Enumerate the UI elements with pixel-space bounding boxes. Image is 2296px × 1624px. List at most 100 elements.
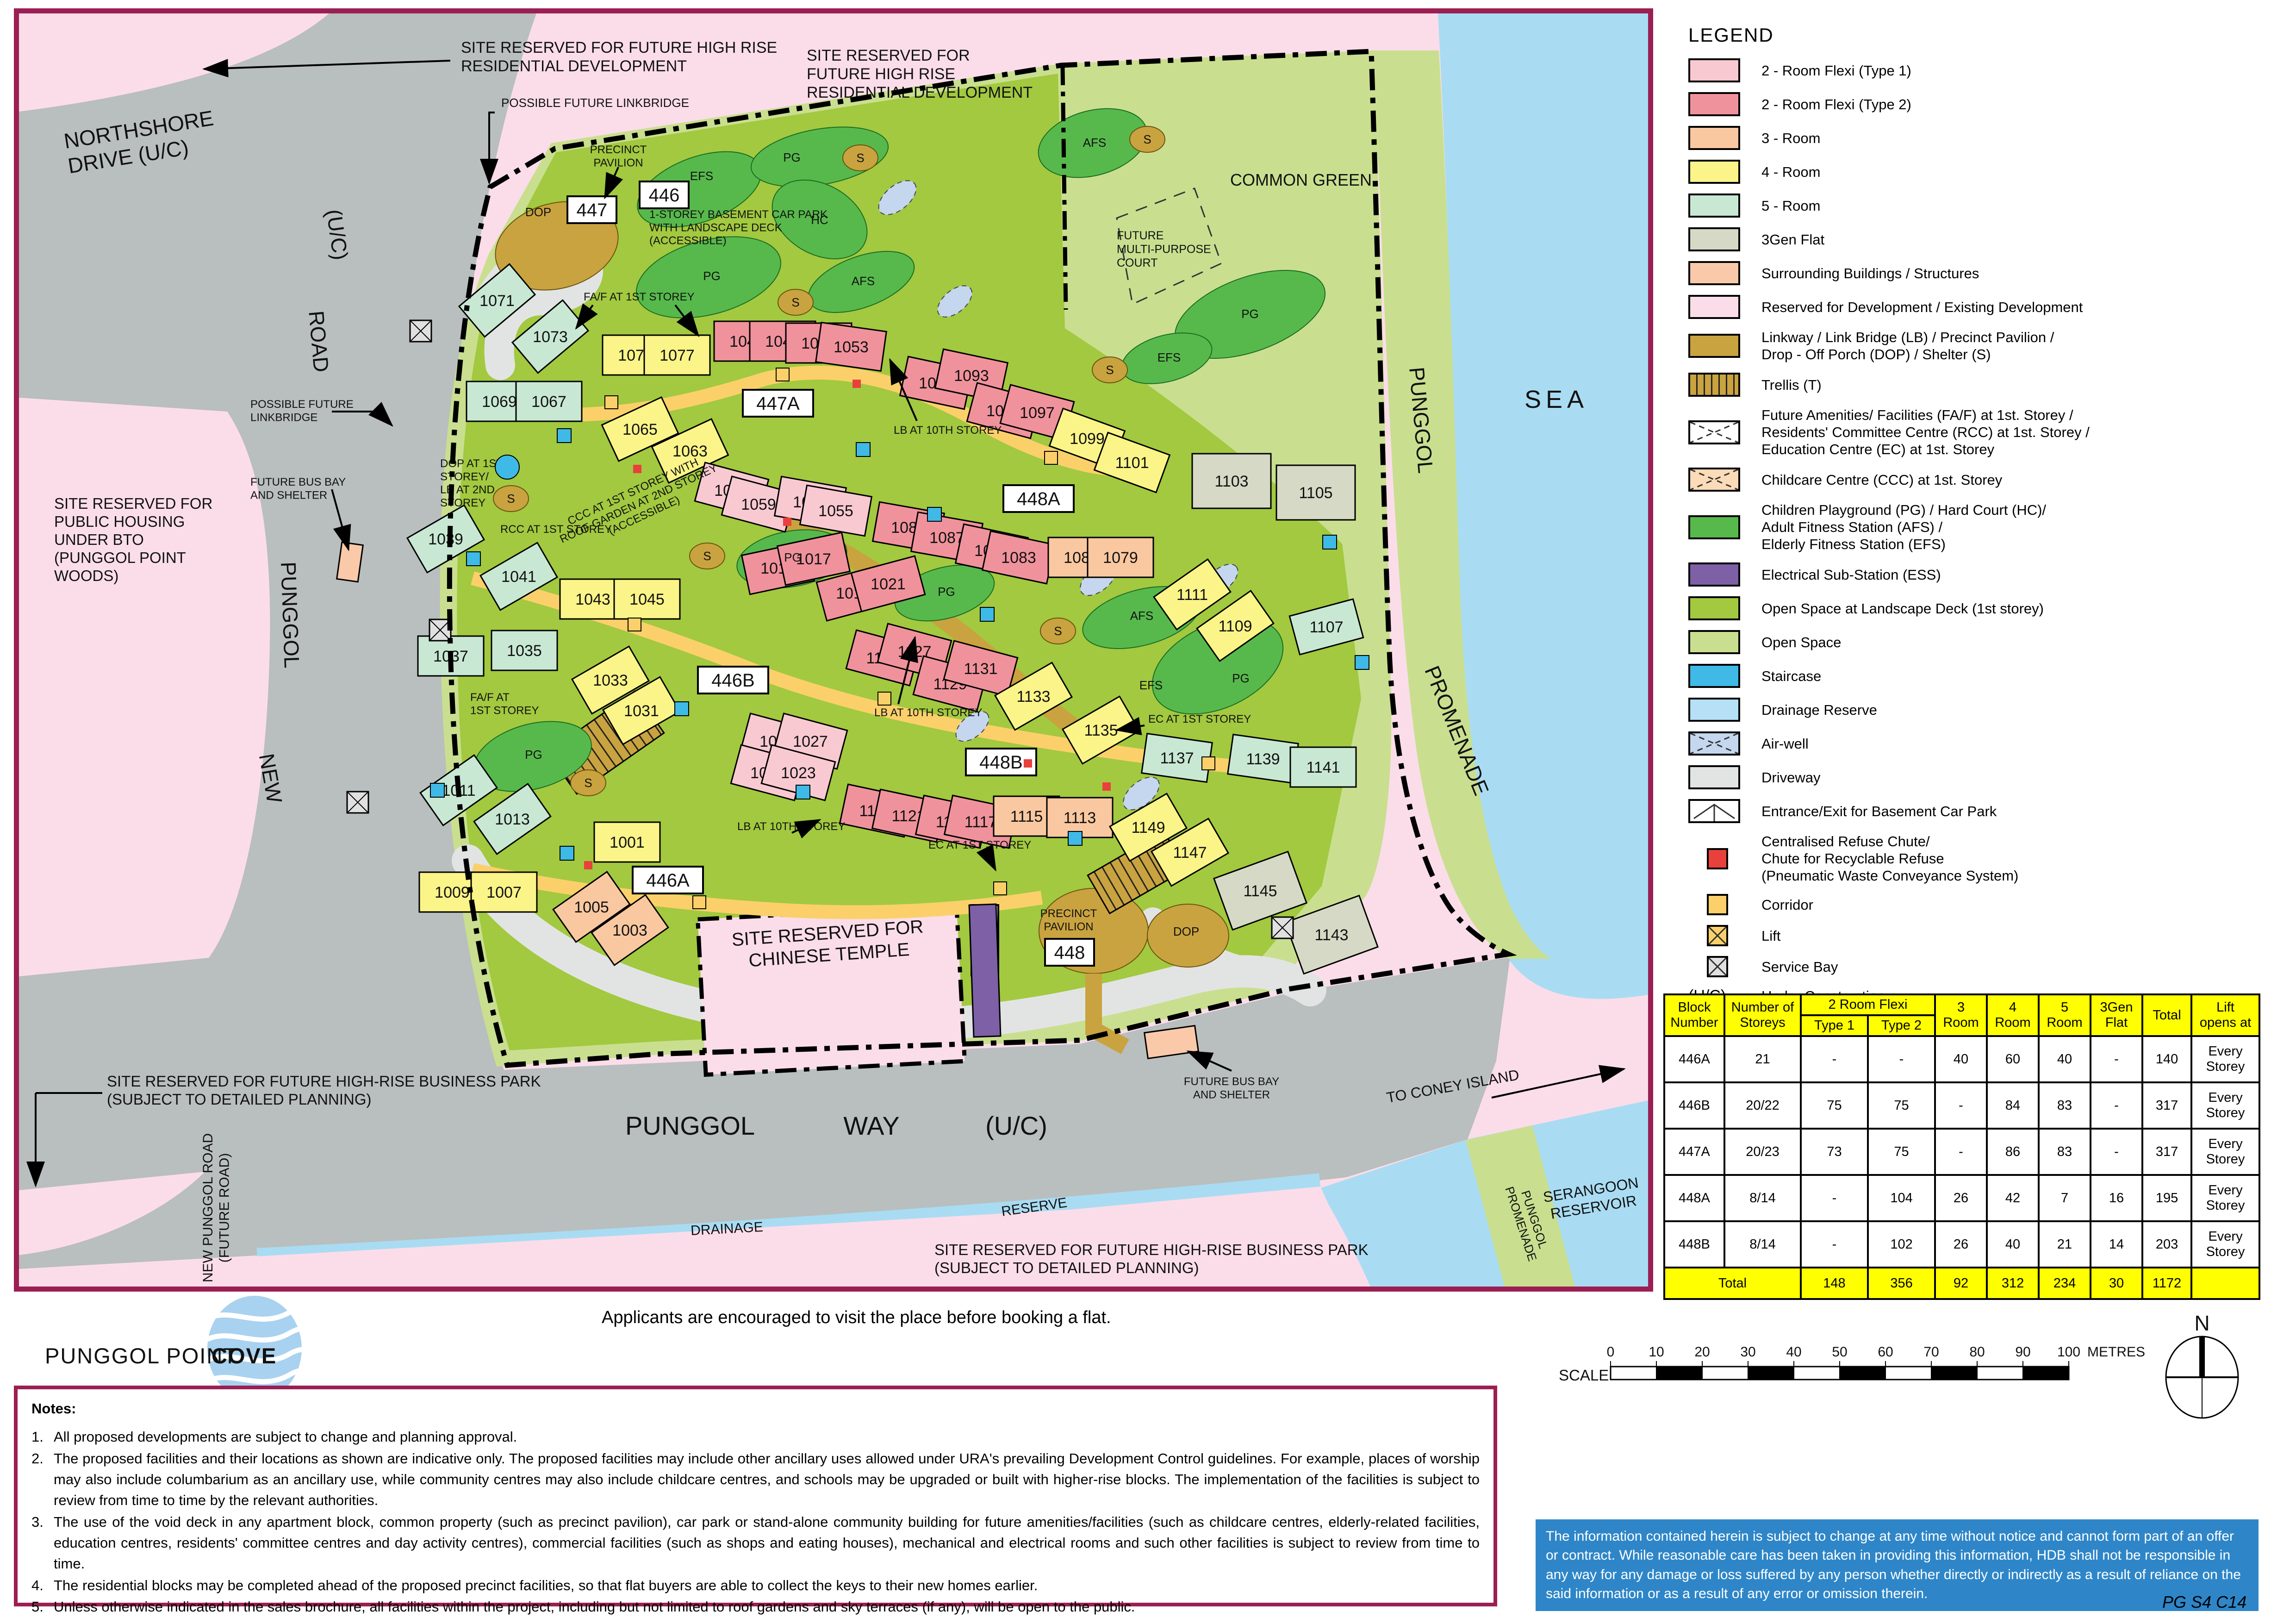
logo-ellipse (207, 1296, 302, 1401)
map-label: SITE RESERVED FOR FUTURE HIGH-RISE BUSIN… (107, 1073, 541, 1108)
table-cell: 86 (1986, 1128, 2040, 1176)
legend-item-label: Electrical Sub-Station (ESS) (1761, 566, 1941, 583)
table-cell: 73 (1800, 1128, 1869, 1176)
map-label: RCC AT 1ST STOREY (500, 523, 612, 536)
svg-text:448B: 448B (979, 752, 1022, 773)
table-cell: 104 (1867, 1174, 1936, 1222)
note-text: The proposed facilities and their locati… (54, 1450, 1480, 1508)
legend-item: Air-well (1688, 731, 2290, 756)
map-label: WAY (843, 1111, 899, 1140)
note-item: 1. All proposed developments are subject … (31, 1427, 1480, 1448)
svg-text:1041: 1041 (501, 568, 536, 586)
note-number: 5. (31, 1599, 44, 1615)
block-1141: 1141 (1289, 746, 1357, 788)
th-block: Block Number (1663, 993, 1725, 1037)
legend-swatch (1688, 664, 1740, 688)
svg-text:60: 60 (1878, 1344, 1893, 1360)
legend-swatch (1688, 630, 1740, 654)
unit-mix-table-wrap: Block Number Number of Storeys 2 Room Fl… (1663, 993, 2261, 1300)
table-cell: 448B (1663, 1220, 1725, 1268)
table-cell: 447A (1663, 1128, 1725, 1176)
svg-text:1013: 1013 (495, 811, 530, 828)
site-map-svg: 1071107310751077104710491051105310911093… (19, 13, 1648, 1287)
logo-wave-icon (207, 1305, 302, 1387)
legend-swatch (1688, 92, 1740, 116)
svg-text:447: 447 (577, 200, 608, 220)
dop-448 (1147, 904, 1229, 968)
svg-text:1039: 1039 (428, 531, 463, 548)
map-label: POSSIBLE FUTURE LINKBRIDGE (250, 398, 354, 424)
block-1103: 1103 (1191, 453, 1272, 509)
block-1137: 1137 (1141, 732, 1213, 783)
linkway-448 (1085, 974, 1129, 1054)
block-badge-446A: 446A (632, 866, 704, 894)
block-1079: 1079 (1087, 537, 1154, 578)
legend-swatch (1707, 956, 1728, 977)
svg-text:S: S (584, 776, 592, 790)
amenity-label-afs: AFS (1083, 136, 1107, 150)
legend-items: 2 - Room Flexi (Type 1) 2 - Room Flexi (T… (1688, 58, 2290, 1005)
table-cell: - (2090, 1128, 2144, 1176)
block-1071: 1071 (458, 263, 536, 338)
legend-item: Open Space (1688, 630, 2290, 654)
business-park-site (19, 1187, 1356, 1287)
amenity-label-afs: AFS (852, 274, 875, 288)
svg-text:1147: 1147 (1173, 844, 1207, 862)
unit-mix-table: Block Number Number of Storeys 2 Room Fl… (1663, 993, 2261, 1300)
map-label: DOP (1173, 924, 1199, 938)
legend-panel: LEGEND 2 - Room Flexi (Type 1) 2 - Room F… (1688, 24, 2290, 1015)
map-label: FA/F AT 1ST STOREY (470, 691, 539, 717)
table-cell: 446B (1663, 1081, 1725, 1130)
note-number: 3. (31, 1513, 44, 1530)
shelter: S (689, 543, 725, 569)
map-label: SEA (1524, 386, 1588, 413)
svg-text:1073: 1073 (533, 328, 568, 346)
amenity-label-afs: AFS (1130, 609, 1154, 623)
th-4room: 4 Room (1986, 993, 2040, 1037)
legend-swatch (1688, 58, 1740, 82)
svg-text:1141: 1141 (1306, 759, 1340, 776)
table-cell: 83 (2038, 1128, 2092, 1176)
legend-item-label: Linkway / Link Bridge (LB) / Precinct Pa… (1761, 329, 2054, 362)
amenity-label-pg: PG (784, 550, 802, 564)
legend-item-label: Trellis (T) (1761, 376, 1822, 393)
amenity-label-pg: PG (1241, 307, 1259, 321)
legend-swatch (1688, 765, 1740, 789)
svg-text:1069: 1069 (482, 393, 517, 411)
table-cell: - (1800, 1035, 1869, 1083)
notes-panel: Notes: 1. All proposed developments are s… (14, 1386, 1497, 1615)
map-label: PUNGGOL (625, 1111, 755, 1140)
block-badge-448: 448 (1044, 938, 1095, 967)
svg-text:1139: 1139 (1246, 750, 1280, 768)
svg-text:1007: 1007 (486, 884, 522, 901)
svg-text:1055: 1055 (818, 502, 853, 520)
note-number: 2. (31, 1450, 44, 1467)
svg-text:1031: 1031 (624, 702, 659, 720)
table-cell: 21 (2038, 1220, 2092, 1268)
legend-item-label: Open Space at Landscape Deck (1st storey… (1761, 600, 2044, 617)
legend-swatch (1688, 334, 1740, 358)
table-cell: 16 (2090, 1174, 2144, 1222)
block-1073: 1073 (511, 299, 590, 374)
svg-text:1107: 1107 (1309, 618, 1343, 636)
legend-item-label: Driveway (1761, 769, 1821, 786)
notes-list: 1. All proposed developments are subject … (31, 1427, 1480, 1618)
svg-text:1145: 1145 (1243, 882, 1277, 900)
table-cell: 195 (2141, 1174, 2193, 1222)
plan-reference: PG S4 C14 (2162, 1593, 2247, 1612)
table-cell: 446A (1663, 1035, 1725, 1083)
legend-swatch (1688, 596, 1740, 620)
table-cell: - (1867, 1035, 1936, 1083)
svg-text:S: S (1054, 624, 1062, 638)
svg-text:70: 70 (1923, 1344, 1939, 1360)
svg-text:50: 50 (1832, 1344, 1847, 1360)
note-item: 2. The proposed facilities and their loca… (31, 1449, 1480, 1511)
note-number: 1. (31, 1428, 44, 1445)
table-cell: 448A (1663, 1174, 1725, 1222)
svg-text:90: 90 (2015, 1344, 2030, 1360)
legend-item-label: Surrounding Buildings / Structures (1761, 265, 1979, 281)
future-multipurpose-court (1116, 187, 1222, 306)
svg-text:1149: 1149 (1131, 819, 1165, 837)
table-cell: 75 (1867, 1081, 1936, 1130)
table-cell: 42 (1986, 1174, 2040, 1222)
